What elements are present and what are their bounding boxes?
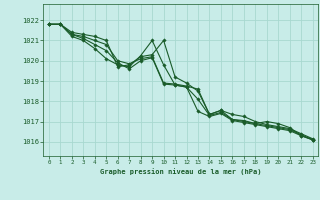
X-axis label: Graphe pression niveau de la mer (hPa): Graphe pression niveau de la mer (hPa) (100, 168, 261, 175)
